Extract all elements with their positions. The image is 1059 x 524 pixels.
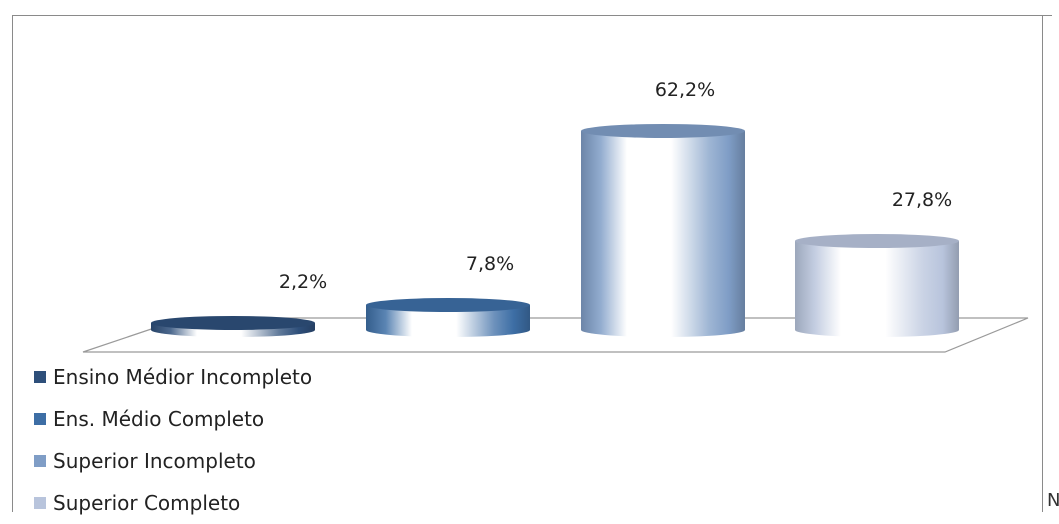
bar-3	[581, 123, 745, 337]
legend: Ensino Médior Incompleto Ens. Médio Comp…	[34, 356, 312, 524]
legend-swatch	[34, 455, 46, 467]
bar-top	[151, 315, 315, 330]
chart-area	[12, 15, 1052, 512]
bars-group	[151, 123, 959, 337]
legend-item: Superior Completo	[34, 482, 312, 524]
bar-4	[795, 234, 959, 337]
legend-item: Superior Incompleto	[34, 440, 312, 482]
data-label: 62,2%	[655, 79, 715, 101]
legend-label: Superior Incompleto	[53, 449, 256, 473]
legend-item: Ensino Médior Incompleto	[34, 356, 312, 398]
legend-swatch	[34, 413, 46, 425]
legend-label: Ensino Médior Incompleto	[53, 365, 313, 389]
stray-text-mark: N	[1047, 490, 1059, 511]
chart-floor	[82, 317, 1029, 353]
legend-swatch	[34, 497, 46, 509]
legend-item: Ens. Médio Completo	[34, 398, 312, 440]
bar-chart: 2,2% 7,8% 62,2% 27,8%	[82, 79, 1029, 353]
bar-2	[366, 298, 530, 337]
chart-frame-right-edge	[1042, 15, 1043, 512]
legend-label: Ens. Médio Completo	[53, 407, 265, 431]
data-label: 2,2%	[279, 271, 327, 293]
data-labels-group: 2,2% 7,8% 62,2% 27,8%	[279, 79, 952, 293]
legend-label: Superior Completo	[53, 491, 241, 515]
bar-body	[581, 130, 745, 337]
data-label: 27,8%	[892, 189, 952, 211]
bar-top	[366, 298, 530, 313]
bar-1	[151, 315, 315, 337]
data-label: 7,8%	[466, 253, 514, 275]
bar-body	[366, 305, 530, 337]
bar-top	[581, 123, 745, 138]
bar-body	[795, 241, 959, 337]
legend-swatch	[34, 371, 46, 383]
bar-top	[795, 234, 959, 249]
